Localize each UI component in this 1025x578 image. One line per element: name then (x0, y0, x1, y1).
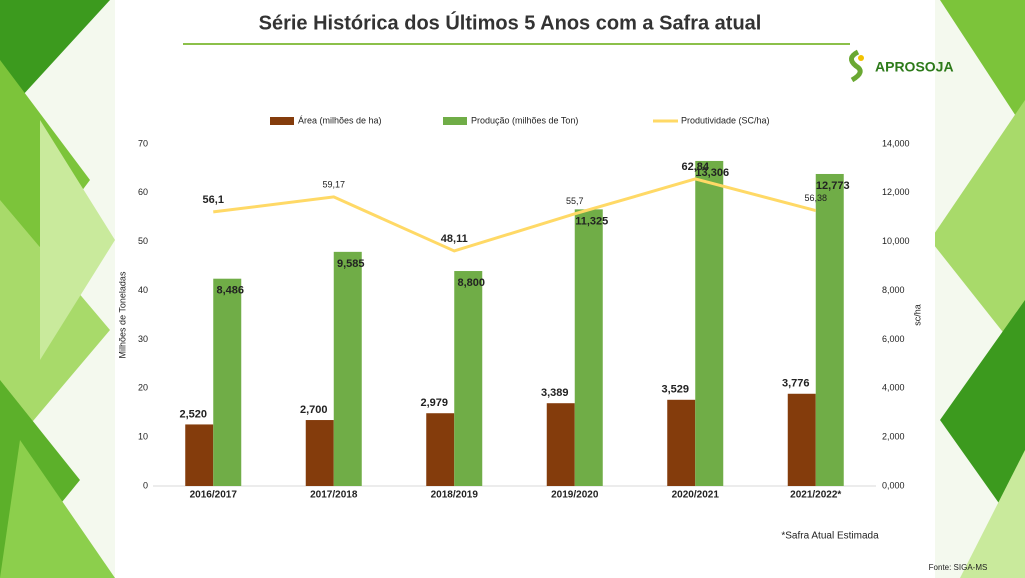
y-tick-label: 10 (138, 432, 148, 442)
y-tick-label: 50 (138, 236, 148, 246)
bar (333, 251, 362, 486)
bar (546, 403, 575, 486)
source: Fonte: SIGA-MS (929, 563, 988, 572)
data-label: 2,520 (179, 408, 207, 420)
data-label: 3,389 (541, 387, 569, 399)
logo-name: APROSOJA (875, 59, 954, 75)
y-tick-label: 40 (138, 285, 148, 295)
data-label: 55,7 (566, 196, 584, 206)
data-label: 56,38 (804, 193, 827, 203)
line (213, 177, 817, 253)
x-tick-label: 2020/2021 (672, 490, 720, 501)
data-label: 8,486 (216, 285, 244, 297)
legend-label: Produção (milhões de Ton) (471, 115, 578, 125)
right-decoration (930, 0, 1025, 578)
footnote: *Safra Atual Estimada (781, 531, 879, 542)
bar (185, 424, 214, 486)
y-axis-title: Milhões de Toneladas (117, 271, 127, 358)
data-label: 62,84 (681, 161, 709, 173)
y2-tick-label: 8,000 (882, 285, 905, 295)
bar (815, 173, 844, 486)
bar (426, 413, 455, 486)
left-decoration (0, 0, 115, 578)
y-tick-label: 30 (138, 334, 148, 344)
y-tick-label: 70 (138, 138, 148, 148)
bar (213, 278, 242, 486)
legend-swatch (443, 117, 467, 125)
y2-axis-title: sc/ha (912, 304, 922, 326)
data-label: 11,325 (575, 215, 608, 227)
y-tick-label: 20 (138, 383, 148, 393)
y2-tick-label: 4,000 (882, 383, 905, 393)
data-label: 2,700 (300, 404, 328, 416)
y-tick-label: 0 (143, 480, 148, 490)
y2-tick-label: 14,000 (882, 138, 910, 148)
logo: APROSOJA (849, 49, 954, 83)
data-label: 12,773 (816, 180, 850, 192)
y2-tick-label: 10,000 (882, 236, 910, 246)
data-label: 3,529 (661, 384, 689, 396)
data-label: 9,585 (337, 258, 365, 270)
legend-label: Área (milhões de ha) (298, 115, 382, 125)
bar (305, 420, 334, 486)
x-tick-label: 2017/2018 (310, 490, 358, 501)
y-tick-label: 60 (138, 187, 148, 197)
y2-tick-label: 2,000 (882, 432, 905, 442)
y2-tick-label: 0,000 (882, 480, 905, 490)
data-label: 13,306 (695, 167, 729, 179)
bar (787, 393, 816, 486)
y2-tick-label: 6,000 (882, 334, 905, 344)
bar (695, 160, 724, 486)
data-label: 3,776 (782, 378, 810, 390)
data-label: 8,800 (457, 277, 485, 289)
legend-swatch (270, 117, 294, 125)
data-label: 56,1 (203, 194, 224, 206)
y2-tick-label: 12,000 (882, 187, 910, 197)
x-tick-label: 2018/2019 (431, 490, 479, 501)
x-tick-label: 2016/2017 (190, 490, 238, 501)
legend-label: Produtividade (SC/ha) (681, 115, 770, 125)
bar (574, 209, 603, 486)
bar (667, 399, 696, 486)
data-label: 2,979 (420, 397, 448, 409)
x-tick-label: 2019/2020 (551, 490, 599, 501)
data-label: 48,11 (441, 233, 468, 245)
bar (454, 271, 483, 486)
chart-title: Série Histórica dos Últimos 5 Anos com a… (259, 10, 762, 34)
x-tick-label: 2021/2022* (790, 490, 841, 501)
data-label: 59,17 (322, 179, 345, 189)
